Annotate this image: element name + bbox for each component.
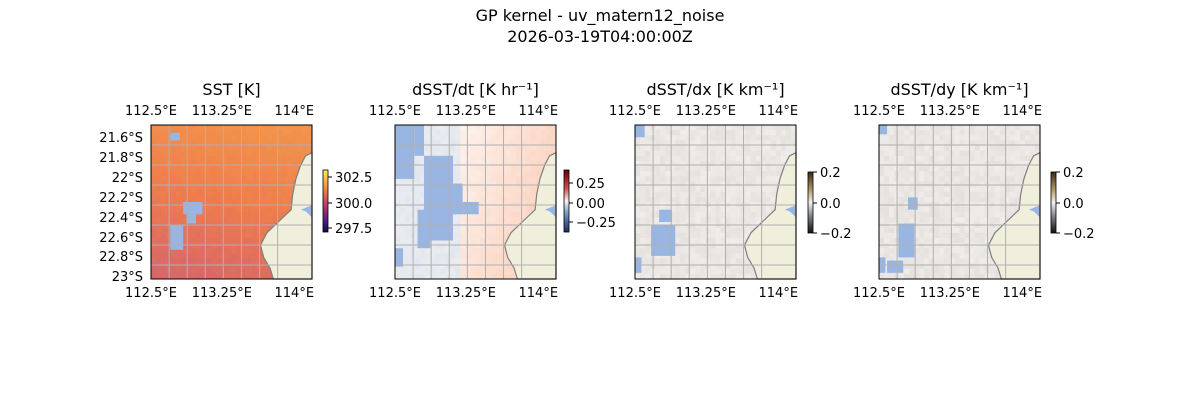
panel-sst-title: SST [K] xyxy=(202,80,260,99)
colorbar-tick-label: 302.5 xyxy=(335,171,372,186)
x-tick-label-bottom: 114°E xyxy=(519,286,559,301)
y-tick-label: 21.8°S xyxy=(99,151,143,166)
y-tick-label: 22°S xyxy=(112,171,143,186)
panel-dt: dSST/dt [K hr⁻¹] 112.5°E 112.5°E 113.25°E 11… xyxy=(369,80,616,301)
colorbar-tick-label: 300.0 xyxy=(335,197,372,212)
panel-dt-land xyxy=(503,151,557,280)
x-tick-label-top: 114°E xyxy=(519,104,559,119)
panel-dt-colorbar: 0.25 0.00 −0.25 xyxy=(563,169,616,233)
y-tick-label: 22.4°S xyxy=(99,211,143,226)
x-tick-label-bottom: 113.25°E xyxy=(192,286,252,301)
colorbar-tick-label: 0.0 xyxy=(820,197,841,212)
x-tick-label-top: 114°E xyxy=(759,104,799,119)
panel-dx-frame xyxy=(634,124,797,280)
panel-dy: dSST/dy [K km⁻¹] 112.5°E 112.5°E 113.25°E 11… xyxy=(853,80,1095,301)
panel-dy-title: dSST/dy [K km⁻¹] xyxy=(890,80,1028,99)
x-tick-label-top: 114°E xyxy=(275,104,315,119)
x-tick-label-top: 112.5°E xyxy=(853,104,905,119)
panel-dy-frame xyxy=(878,124,1041,280)
x-tick-label-top: 112.5°E xyxy=(369,104,421,119)
x-tick-label-bottom: 112.5°E xyxy=(125,286,177,301)
panel-dx-colorbar: 0.2 0.0 −0.2 xyxy=(807,166,852,242)
x-tick-label-bottom: 114°E xyxy=(759,286,799,301)
panel-sst-grid xyxy=(151,125,312,279)
panel-dt-title: dSST/dt [K hr⁻¹] xyxy=(412,80,539,99)
x-tick-label-top: 112.5°E xyxy=(609,104,661,119)
panel-sst-land xyxy=(259,151,313,280)
y-tick-label: 22.8°S xyxy=(99,250,143,265)
colorbar-tick-label: −0.2 xyxy=(1063,227,1095,242)
y-tick-label: 22.6°S xyxy=(99,231,143,246)
panel-dt-grid xyxy=(395,125,556,279)
panel-dy-colorbar: 0.2 0.0 −0.2 xyxy=(1050,166,1095,242)
x-tick-label-top: 113.25°E xyxy=(436,104,496,119)
colorbar-tick-label: 0.25 xyxy=(576,177,605,192)
x-tick-label-bottom: 114°E xyxy=(275,286,315,301)
x-tick-label-bottom: 113.25°E xyxy=(436,286,496,301)
x-tick-label-top: 113.25°E xyxy=(676,104,736,119)
colorbar-tick-label: 0.2 xyxy=(1063,166,1084,181)
panel-dy-land xyxy=(987,151,1041,280)
colorbar-tick-label: 0.00 xyxy=(576,197,605,212)
x-tick-label-bottom: 114°E xyxy=(1003,286,1043,301)
x-tick-label-top: 113.25°E xyxy=(192,104,252,119)
colorbar-tick-label: 297.5 xyxy=(335,222,372,237)
figure-title: GP kernel - uv_matern12_noise xyxy=(475,6,725,25)
panel-sst-colorbar: 302.5 300.0 297.5 xyxy=(322,169,372,237)
y-tick-label: 23°S xyxy=(112,270,143,285)
y-tick-label: 22.2°S xyxy=(99,191,143,206)
x-tick-label-bottom: 112.5°E xyxy=(609,286,661,301)
x-tick-label-bottom: 113.25°E xyxy=(920,286,980,301)
panel-dy-grid xyxy=(879,125,1040,279)
panel-dx-grid xyxy=(635,125,796,279)
panel-dt-frame xyxy=(394,124,557,280)
x-tick-label-top: 112.5°E xyxy=(125,104,177,119)
panel-dx-title: dSST/dx [K km⁻¹] xyxy=(646,80,784,99)
colorbar-tick-label: 0.2 xyxy=(820,166,841,181)
panel-sst: SST [K] 112.5°E 112.5°E 113.25°E 113.25°E 114… xyxy=(99,80,372,301)
x-tick-label-top: 113.25°E xyxy=(920,104,980,119)
colorbar-tick-label: −0.25 xyxy=(576,216,616,231)
x-tick-label-bottom: 113.25°E xyxy=(676,286,736,301)
colorbar-tick-label: −0.2 xyxy=(820,227,852,242)
panel-dx: dSST/dx [K km⁻¹] 112.5°E 112.5°E 113.25°E 11… xyxy=(609,80,852,301)
x-tick-label-bottom: 112.5°E xyxy=(369,286,421,301)
figure-timestamp: 2026-03-19T04:00:00Z xyxy=(507,27,693,46)
y-tick-label: 21.6°S xyxy=(99,131,143,146)
panel-dx-land xyxy=(743,151,797,280)
colorbar-tick-label: 0.0 xyxy=(1063,197,1084,212)
x-tick-label-bottom: 112.5°E xyxy=(853,286,905,301)
panel-sst-frame xyxy=(150,124,313,280)
x-tick-label-top: 114°E xyxy=(1003,104,1043,119)
